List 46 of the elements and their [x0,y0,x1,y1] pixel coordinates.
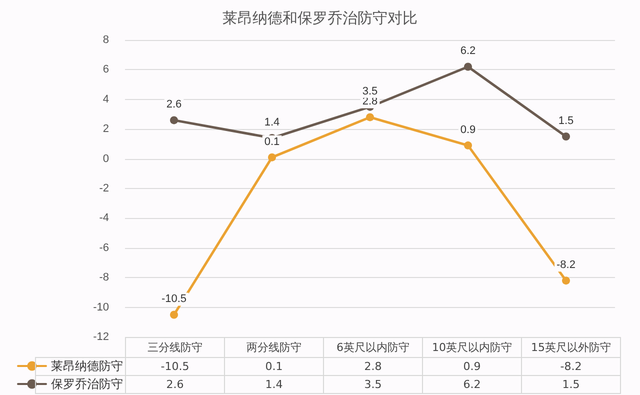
x-tick-label: 6英尺以内防守 [324,338,422,358]
y-tick-label: -8 [99,272,109,284]
y-tick-label: 4 [102,93,109,106]
point [268,153,276,162]
annotation: 1.5 [558,115,574,128]
x-tick-label: 三分线防守 [126,338,224,358]
point [366,113,374,122]
y-tick-label: 2 [102,123,109,136]
annotation: -10.5 [161,293,187,306]
y-tick-label: 6 [102,64,109,76]
legend-label: 保罗乔治防守 [51,377,123,391]
y-tick-label: 8 [102,34,109,46]
data-label: 1.4 [224,376,324,394]
point [170,310,178,319]
annotation: 6.2 [460,45,476,58]
legend-label: 莱昂纳德防守 [51,359,123,373]
data-label: 0.9 [422,358,522,376]
annotation: 0.9 [460,124,476,136]
y-tick-label: -2 [99,182,109,194]
chart-title: 莱昂纳德和保罗乔治防守对比 [222,10,418,27]
x-tick-label: 15英尺以外防守 [522,338,620,358]
data-label: 3.5 [324,376,422,394]
y-tick-label: 0 [102,152,109,165]
x-tick-label: 10英尺以内防守 [422,338,522,358]
y-tick-label: -10 [93,301,109,314]
data-label: 1.5 [522,376,620,394]
data-label: 6.2 [422,376,522,394]
annotation: 3.5 [362,85,378,98]
y-tick-label: -4 [99,212,109,224]
point [170,116,178,124]
data-label: 0.1 [224,358,324,376]
point [464,141,472,150]
point [562,276,570,285]
y-tick-label: -12 [93,331,109,343]
data-label: -8.2 [522,358,620,376]
point [464,62,472,71]
annotation: -8.2 [556,259,576,272]
point [562,132,570,141]
y-tick-label: -6 [99,242,109,254]
data-label: 2.6 [126,376,224,394]
data-label: -10.5 [126,358,224,376]
annotation: 2.6 [166,98,182,111]
x-tick-label: 两分线防守 [224,338,324,358]
annotation: 0.1 [264,136,280,148]
data-label: 2.8 [324,358,422,376]
annotation: 1.4 [264,116,280,129]
